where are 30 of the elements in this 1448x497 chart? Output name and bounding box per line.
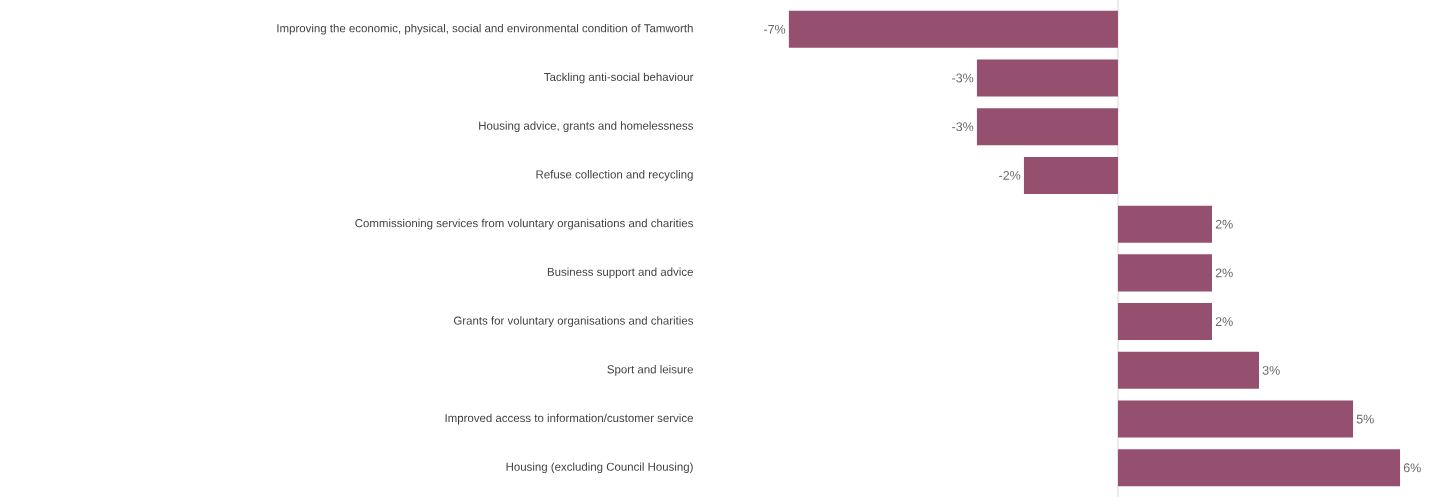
data-label: -3% [952, 73, 974, 83]
data-label: -2% [999, 171, 1021, 180]
data-label: -7% [764, 24, 786, 34]
y-tick-label: Sport and leisure [607, 364, 693, 376]
data-label: -3% [952, 122, 974, 132]
bar [1117, 400, 1354, 438]
y-tick-label: Housing advice, grants and homelessness [479, 121, 694, 133]
bar [976, 108, 1118, 146]
bar [1117, 449, 1401, 487]
bar [788, 10, 1118, 48]
data-label: 5% [1356, 414, 1374, 424]
y-tick-label: Grants for voluntary organisations and charities [453, 316, 694, 327]
bar [976, 59, 1118, 97]
y-tick-label: Refuse collection and recycling [536, 170, 693, 181]
bar [1023, 156, 1118, 194]
y-tick-label: Improving the economic, physical, social and environmental condition of Tamworth [277, 23, 693, 35]
data-label: 6% [1403, 463, 1421, 473]
data-label: 3% [1262, 365, 1280, 375]
bar [1117, 351, 1260, 389]
bar [1117, 205, 1212, 243]
y-tick-label: Housing (excluding Council Housing) [506, 462, 693, 474]
data-label: 2% [1215, 268, 1233, 278]
bar [1117, 254, 1212, 292]
y-tick-label: Tackling anti-social behaviour [544, 72, 694, 84]
data-label: 2% [1215, 219, 1233, 229]
bar [1117, 303, 1212, 341]
y-tick-label: Business support and advice [547, 267, 693, 279]
data-label: 2% [1215, 317, 1233, 326]
y-tick-label: Improved access to information/customer service [445, 413, 693, 425]
y-tick-label: Commissioning services from voluntary organisations and charities [355, 218, 694, 230]
